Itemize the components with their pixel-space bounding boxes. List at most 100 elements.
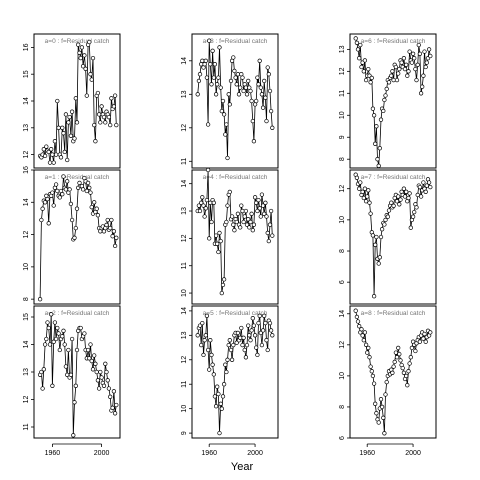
data-point [65,157,70,163]
data-point [221,112,227,117]
data-point [374,411,379,416]
data-point [95,378,101,383]
data-point [254,98,259,104]
data-point [203,333,208,338]
data-point [260,105,266,110]
series-line [197,40,273,159]
data-point [204,313,210,318]
data-point [211,200,216,205]
data-point [226,342,231,348]
data-point [354,40,360,45]
x-tick-label: 2000 [94,450,110,457]
data-point [218,401,223,406]
data-point [377,255,382,260]
data-point [61,131,66,136]
data-point [103,361,108,366]
data-point [358,42,363,48]
data-point [363,199,369,204]
data-point [383,392,388,397]
data-point [232,68,237,74]
data-point [368,364,373,369]
data-point [239,203,244,208]
data-point [370,233,376,238]
data-point [231,222,236,227]
data-point [407,191,412,196]
x-tick-label: 2000 [405,450,421,457]
data-point [233,75,238,80]
data-point [404,189,409,194]
data-point [98,369,103,375]
data-point [202,338,207,343]
data-point [391,364,396,369]
data-point [205,347,211,353]
data-point [219,108,224,114]
data-point [241,88,246,94]
data-point [103,120,108,125]
data-point [207,367,212,372]
y-tick-label: 16 [23,43,30,51]
data-point [212,394,218,399]
panel-title: a=7 : f=Residual catch [361,174,426,181]
panel-title: a=1 : f=Residual catch [45,174,110,181]
data-point [111,104,117,109]
data-point [45,320,50,325]
data-point [373,401,378,406]
data-point [60,125,65,130]
data-point [355,319,361,324]
data-point [37,297,43,302]
panel-a1: 8 10 12 14 16 a=1 : f=Residual catch [23,166,121,305]
y-tick-label: 13 [181,207,188,215]
data-point [399,60,404,65]
data-point [196,203,202,208]
y-tick-label: 11 [23,423,30,430]
data-point [53,182,59,187]
data-point [406,69,411,74]
data-point [360,333,365,338]
data-point [426,180,432,185]
data-point [201,352,206,358]
y-tick-label: 13 [181,90,188,98]
data-point [385,214,390,219]
data-point [114,235,119,240]
data-point [423,339,428,344]
data-point [218,238,223,244]
x-tick-label: 1960 [201,450,217,457]
data-point [68,133,74,138]
data-point [49,147,54,152]
data-point [87,356,92,361]
data-point [361,338,366,343]
data-point [409,60,415,65]
data-point [66,347,71,353]
y-tick-label: 12 [181,356,188,364]
data-point [264,214,269,219]
data-point [210,48,215,53]
data-point [246,78,251,84]
data-point [408,355,413,360]
data-point [89,204,94,210]
data-point [268,208,274,214]
data-point [208,338,213,343]
data-point [204,75,210,80]
data-point [386,208,392,213]
data-point [95,90,101,96]
data-point [257,313,262,318]
data-point [42,200,48,205]
data-point [105,378,110,383]
data-point [211,75,216,80]
data-point [87,39,92,45]
data-point [249,98,254,104]
x-tick-label: 1960 [45,450,61,457]
data-point [243,355,249,360]
data-point [383,93,388,98]
data-point [221,382,227,387]
data-point [92,200,97,205]
data-point [104,222,109,228]
data-point [111,389,117,394]
data-point [423,64,428,70]
panel-title: a=0 : f=Residual catch [45,38,110,45]
data-point [265,230,270,236]
data-point [256,320,261,326]
data-point [239,325,244,331]
y-tick-label: 11 [181,158,188,165]
